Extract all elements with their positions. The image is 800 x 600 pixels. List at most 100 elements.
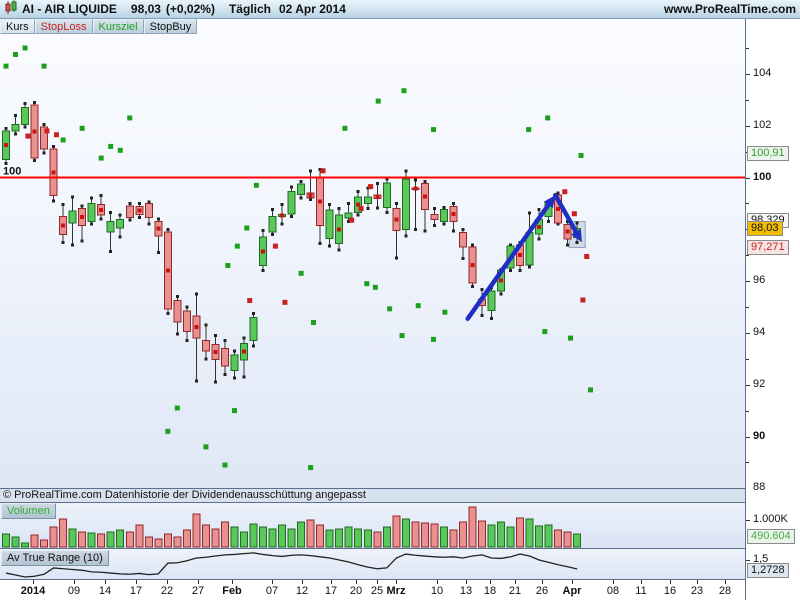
wick-high-cap [42, 122, 46, 126]
wick-high-cap [271, 208, 275, 212]
signal-dot-green [526, 127, 532, 133]
x-axis-label: 12 [295, 585, 309, 597]
volume-bar [373, 531, 382, 548]
order-dot-red [261, 249, 266, 254]
wick-high-cap [194, 292, 198, 296]
candle [87, 196, 96, 226]
x-axis-tick [670, 580, 671, 584]
signal-dot-green [542, 329, 548, 335]
wick-high-cap [156, 217, 160, 221]
candle [21, 102, 30, 129]
candle [49, 144, 58, 203]
candle [220, 339, 229, 376]
tab-stoploss[interactable]: StopLoss [34, 19, 93, 34]
wick-high-cap [461, 227, 465, 231]
order-dot-red [499, 278, 504, 283]
candle [325, 203, 334, 248]
signal-dot-green [430, 127, 436, 133]
hline-label: 100 [3, 166, 21, 178]
signal-dot-green [174, 405, 180, 411]
axis-tick [746, 48, 749, 49]
trend-line[interactable] [553, 192, 579, 235]
trend-line[interactable] [465, 202, 551, 321]
signal-dot-green [234, 243, 240, 249]
volume-indicator-chip[interactable]: Volumen [1, 503, 56, 519]
candle [363, 186, 372, 211]
order-dot-red [308, 193, 313, 198]
candle-body [439, 209, 448, 222]
order-dot-red [165, 268, 170, 273]
wick-low-cap [490, 317, 494, 321]
candle [144, 200, 153, 226]
candle-body [230, 354, 239, 371]
signal-dot-red [282, 299, 288, 305]
candle-body [325, 209, 334, 239]
signal-dot-green [401, 88, 407, 94]
x-axis-tick [33, 580, 34, 584]
volume-bar [154, 538, 163, 548]
tab-kurs[interactable]: Kurs [0, 19, 35, 34]
signal-dot-red [320, 168, 326, 174]
x-axis-label: 16 [663, 585, 677, 597]
axis-tick [746, 384, 750, 386]
timeframe-label[interactable]: Täglich [228, 2, 271, 16]
x-axis-tick [613, 580, 614, 584]
wick-high-cap [185, 305, 189, 309]
candle [392, 201, 401, 260]
wick-high-cap [213, 333, 217, 337]
candle [354, 190, 363, 217]
atr-last-value-tag: 1,2728 [747, 563, 789, 578]
volume-bar [497, 521, 506, 548]
wick-low-cap [23, 125, 27, 129]
price-tag-stop[interactable]: 97,271 [747, 240, 789, 256]
volume-bar [125, 531, 134, 548]
atr-indicator-chip[interactable]: Av True Range (10) [1, 550, 109, 566]
candle-body [268, 215, 277, 233]
x-axis-label: 28 [718, 585, 732, 597]
volume-bar [68, 528, 77, 548]
volume-bar [535, 525, 544, 548]
candle [11, 113, 20, 136]
x-axis-tick [331, 580, 332, 584]
volume-bar [268, 528, 277, 548]
wick-low-cap [337, 248, 341, 252]
x-axis-label: 25 [370, 585, 384, 597]
axis-tick [746, 99, 749, 101]
trend-arrowhead [543, 195, 556, 209]
x-axis-tick [572, 580, 573, 584]
wick-high-cap [23, 102, 27, 106]
x-axis-tick [697, 580, 698, 584]
candle [316, 168, 325, 246]
signal-dot-red [571, 211, 577, 217]
wick-high-cap [71, 195, 75, 199]
signal-dot-green [225, 263, 231, 269]
volume-bar [458, 521, 467, 548]
wick-low-cap [147, 222, 151, 226]
axis-tick [746, 125, 750, 127]
candle [278, 203, 287, 226]
candle [173, 295, 182, 336]
signal-dot-green [588, 387, 594, 393]
x-axis-label: 10 [430, 585, 444, 597]
date-label: 02 Apr 2014 [278, 2, 346, 16]
tab-stopbuy[interactable]: StopBuy [143, 19, 198, 34]
candle [382, 177, 391, 214]
candle [201, 323, 210, 361]
price-tag-target[interactable]: 100,91 [747, 145, 789, 161]
signal-dot-green [375, 98, 381, 104]
volume-bar [354, 528, 363, 548]
price-chart-panel[interactable] [0, 19, 745, 488]
wick-low-cap [423, 229, 427, 233]
x-axis-label: 17 [129, 585, 143, 597]
prorealtime-site-link[interactable]: www.ProRealTime.com [663, 2, 796, 16]
wick-low-cap [575, 240, 579, 244]
wick-high-cap [337, 207, 341, 211]
x-axis-tick [74, 580, 75, 584]
volume-bar [201, 524, 210, 548]
trend-arrowhead [571, 229, 582, 243]
volume-bar [11, 536, 20, 548]
tab-kursziel[interactable]: Kursziel [92, 19, 144, 34]
signal-dot-green [545, 115, 551, 121]
wick-low-cap [299, 196, 303, 200]
